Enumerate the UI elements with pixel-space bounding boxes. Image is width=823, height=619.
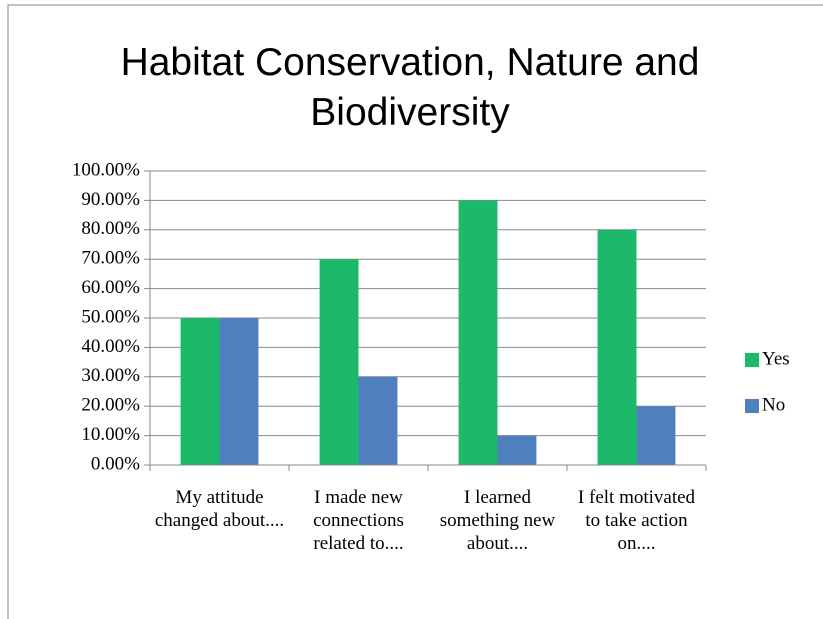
x-tick-label: I made new connections related to.... (313, 487, 404, 554)
legend-label: No (762, 394, 785, 415)
y-tick-label: 30.00% (81, 365, 140, 386)
y-tick-label: 60.00% (81, 277, 140, 298)
y-tick-label: 20.00% (81, 395, 140, 416)
y-tick-label: 0.00% (91, 453, 140, 474)
bar (458, 200, 498, 465)
bar (180, 318, 220, 465)
bar (319, 259, 359, 465)
x-tick-label: I learned something new about.... (439, 487, 556, 554)
y-tick-label: 70.00% (81, 248, 140, 269)
y-tick-label: 10.00% (81, 424, 140, 445)
legend-swatch (745, 353, 759, 367)
bar (219, 318, 259, 465)
x-tick-label: My attitude changed about.... (154, 487, 285, 531)
y-tick-label: 100.00% (72, 159, 140, 180)
x-tick-label: I felt motivated to take action on.... (577, 487, 696, 554)
chart-title: Habitat Conservation, Nature and Biodive… (120, 41, 700, 134)
y-tick-label: 50.00% (81, 306, 140, 327)
bar (497, 435, 537, 465)
legend-label: Yes (762, 348, 790, 369)
y-tick-label: 90.00% (81, 189, 140, 210)
legend-swatch (745, 399, 759, 413)
bar (358, 376, 398, 465)
y-tick-label: 40.00% (81, 336, 140, 357)
y-tick-label: 80.00% (81, 218, 140, 239)
bar (636, 406, 676, 465)
bar (597, 229, 637, 465)
chart-border (7, 4, 823, 619)
